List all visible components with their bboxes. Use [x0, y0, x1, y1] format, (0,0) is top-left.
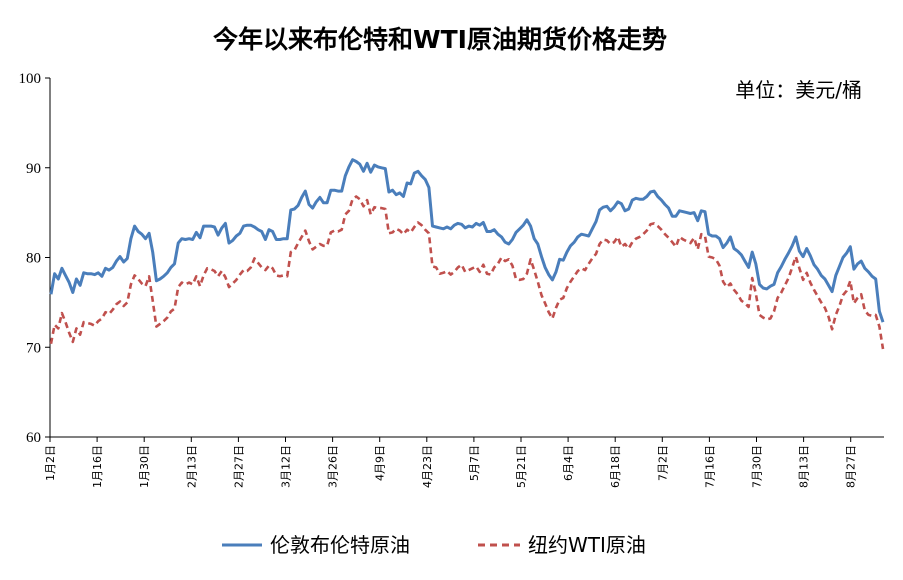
x-tick-label: 7月30日: [751, 445, 764, 488]
y-axis-ticks: 60 70 80 90 100: [19, 71, 50, 446]
x-tick-label: 7月2日: [656, 445, 669, 481]
series-lines: [49, 158, 885, 350]
legend: 伦敦布伦特原油 纽约WTI原油: [222, 533, 646, 557]
x-axis-ticks: 1月2日 1月16日 1月30日 2月13日 2月27日 3月12日 3月26日 4月9日 4月…: [44, 437, 858, 488]
x-tick-label: 6月18日: [609, 445, 622, 488]
y-tick-label: 90: [26, 161, 41, 177]
x-tick-label: 8月27日: [845, 445, 858, 488]
x-tick-label: 1月30日: [138, 445, 151, 488]
x-tick-label: 1月16日: [91, 445, 104, 488]
legend-label-brent: 伦敦布伦特原油: [270, 533, 410, 557]
x-tick-label: 2月13日: [185, 445, 198, 488]
y-tick-label: 70: [26, 340, 41, 356]
x-tick-label: 1月2日: [44, 445, 57, 481]
x-tick-label: 3月12日: [280, 445, 293, 488]
y-tick-label: 100: [19, 71, 42, 87]
series-line-wti: [49, 195, 885, 350]
x-tick-label: 6月4日: [562, 445, 575, 481]
x-tick-label: 5月21日: [515, 445, 528, 488]
unit-label: 单位：美元/桶: [735, 78, 862, 102]
x-tick-label: 7月16日: [703, 445, 716, 488]
y-tick-label: 60: [26, 430, 41, 446]
x-tick-label: 4月9日: [374, 445, 387, 481]
plot-area: 60 70 80 90 100 1月2日 1月16日 1月30日 2月13日 2月27日 3月12…: [19, 71, 885, 488]
y-tick-label: 80: [26, 251, 41, 267]
x-tick-label: 4月23日: [421, 445, 434, 488]
x-tick-label: 8月13日: [798, 445, 811, 488]
x-tick-label: 2月27日: [232, 445, 245, 488]
x-tick-label: 3月26日: [327, 445, 340, 488]
x-tick-label: 5月7日: [468, 445, 481, 481]
series-line-brent: [49, 158, 885, 323]
legend-label-wti: 纽约WTI原油: [528, 533, 646, 557]
chart-title: 今年以来布伦特和WTI原油期货价格走势: [213, 25, 667, 54]
